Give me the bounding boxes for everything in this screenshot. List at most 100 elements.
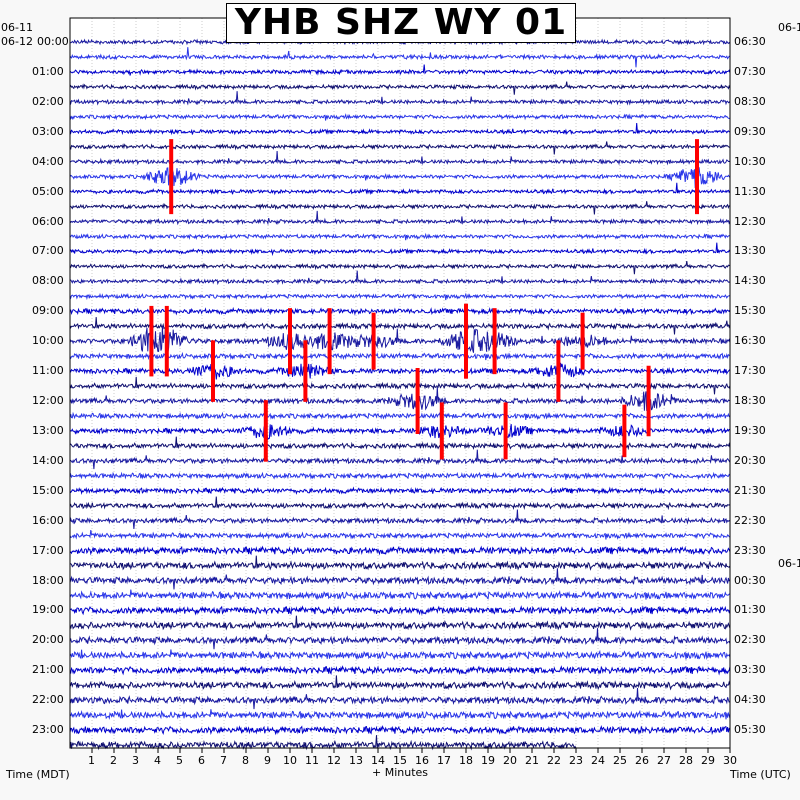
clip-row-26-1 [439,402,444,460]
right-time-label: 23:30 [734,543,766,557]
trace-row-37 [69,589,731,601]
clip-row-20-4 [371,312,376,370]
left-time-label: 12:00 [32,394,64,407]
x-tick-label: 22 [547,754,561,767]
trace-row-47 [69,735,577,751]
trace-row-22 [69,362,731,380]
x-tick-label: 19 [481,754,495,767]
right-time-label: 11:30 [734,184,766,198]
trace-row-9 [69,166,731,189]
x-tick-label: 11 [305,754,319,767]
x-tick-label: 7 [220,754,227,767]
trace-row-45 [69,709,731,721]
trace-row-1 [69,47,731,68]
trace-row-42 [69,665,731,676]
clip-row-24-1 [646,365,651,437]
left-time-label: 10:00 [32,334,64,348]
trace-row-20 [69,325,731,354]
clip-row-26-3 [622,404,627,458]
right-date-top: 06-1 [778,21,800,34]
right-date-mid: 06-1 [778,557,800,570]
left-time-label: 13:00 [32,423,64,437]
trace-row-26 [69,423,731,441]
x-tick-label: 17 [437,754,451,767]
trace-row-36 [69,568,731,590]
right-time-label: 08:30 [734,94,766,108]
trace-row-17 [69,292,731,301]
trace-row-21 [69,351,731,361]
left-axis-caption: Time (MDT) [6,768,70,781]
x-tick-label: 26 [635,754,649,767]
trace-row-8 [69,150,730,166]
x-tick-label: 24 [591,754,605,767]
trace-row-16 [69,270,731,286]
x-tick-label: 25 [613,754,627,767]
trace-row-34 [69,545,731,556]
left-time-label: 14:00 [32,453,64,467]
x-tick-label: 28 [679,754,693,767]
x-tick-label: 4 [154,754,161,767]
seismic-traces [69,34,731,751]
x-tick-label: 12 [327,754,341,767]
trace-row-7 [69,141,731,155]
trace-row-10 [69,182,731,196]
clip-row-24-0 [415,368,420,434]
left-time-label: 09:00 [32,304,64,318]
left-time-label: 01:00 [32,64,64,78]
clip-row-20-7 [580,312,585,370]
x-tick-label: 3 [132,754,139,767]
trace-row-24 [69,386,731,411]
trace-row-33 [69,530,731,540]
left-time-label: 04:00 [32,154,64,168]
left-time-label: 19:00 [32,603,64,617]
x-tick-label: 8 [242,754,249,767]
left-time-label: 20:00 [32,633,64,647]
clip-row-22-1 [303,340,308,402]
left-time-label: 06:00 [32,214,64,228]
clip-row-20-2 [288,308,292,375]
left-time-label: 15:00 [32,483,64,497]
right-time-label: 03:30 [734,663,766,677]
x-tick-label: 15 [393,754,407,767]
clip-row-20-5 [464,303,468,379]
clip-row-9-0 [169,139,174,215]
trace-row-18 [69,306,731,316]
left-time-label: 05:00 [32,184,64,198]
x-tick-label: 23 [569,754,583,767]
trace-row-32 [69,509,731,529]
left-time-label: 21:00 [32,663,64,677]
trace-row-14 [69,242,731,257]
clip-row-22-2 [556,340,561,402]
right-time-label: 16:30 [734,334,766,348]
trace-row-5 [69,113,730,121]
x-tick-label: 21 [525,754,539,767]
left-time-label: 02:00 [32,94,64,108]
right-time-label: 05:30 [734,723,766,737]
right-time-label: 21:30 [734,483,766,497]
x-tick-label: 9 [264,754,271,767]
trace-row-41 [69,649,731,661]
trace-row-27 [69,436,731,451]
right-time-label: 01:30 [734,603,766,617]
x-tick-label: 29 [701,754,715,767]
x-axis-label: + Minutes [372,766,429,779]
x-axis-ticks [91,748,731,753]
trace-row-2 [69,64,731,76]
trace-row-13 [69,232,730,241]
left-time-label: 22:00 [32,693,64,707]
x-tick-label: 16 [415,754,429,767]
right-axis-caption: Time (UTC) [730,768,791,781]
right-time-label: 07:30 [734,64,766,78]
left-time-label: 11:00 [32,364,64,378]
left-time-label-first: 00:00 [37,35,69,48]
trace-row-35 [69,555,731,572]
x-tick-label: 18 [459,754,473,767]
left-time-label: 17:00 [32,543,64,557]
right-time-label: 10:30 [734,154,766,168]
x-tick-label: 27 [657,754,671,767]
right-time-label: 19:30 [734,423,766,437]
trace-row-23 [69,376,731,395]
trace-row-44 [69,687,731,710]
clip-row-26-2 [503,402,508,460]
